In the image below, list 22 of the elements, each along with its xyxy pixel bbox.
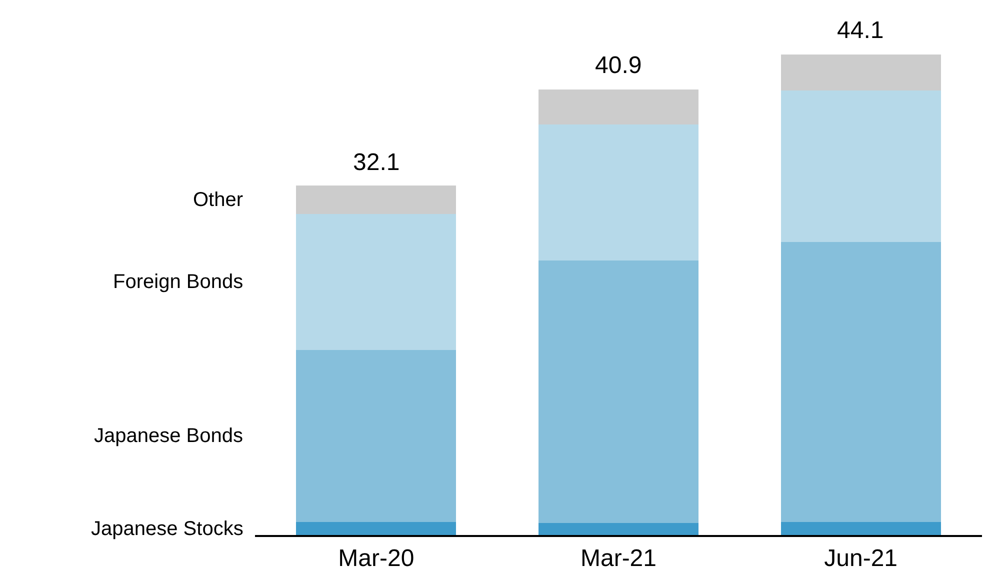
bar bbox=[780, 522, 941, 535]
annotation: 44.1 bbox=[837, 17, 884, 44]
x-tick-label: Mar-20 bbox=[338, 544, 414, 572]
bar bbox=[296, 522, 456, 535]
bar bbox=[538, 89, 698, 124]
bar bbox=[296, 214, 456, 350]
text: Japanese Bonds bbox=[94, 425, 244, 447]
bar bbox=[538, 260, 698, 523]
bar bbox=[296, 186, 456, 214]
bar bbox=[538, 522, 698, 535]
x-tick-label: Mar-21 bbox=[580, 544, 657, 572]
text: Foreign Bonds bbox=[113, 271, 244, 293]
annotation: 40.9 bbox=[595, 52, 642, 79]
bar bbox=[780, 54, 941, 90]
text: Japanese Stocks bbox=[91, 518, 244, 540]
bar bbox=[296, 350, 456, 522]
x-tick-label: Jun-21 bbox=[824, 544, 898, 572]
text: Other bbox=[193, 189, 244, 211]
bar bbox=[780, 242, 941, 522]
annotation: 32.1 bbox=[353, 149, 400, 176]
bar bbox=[780, 90, 941, 242]
bar bbox=[538, 124, 698, 261]
